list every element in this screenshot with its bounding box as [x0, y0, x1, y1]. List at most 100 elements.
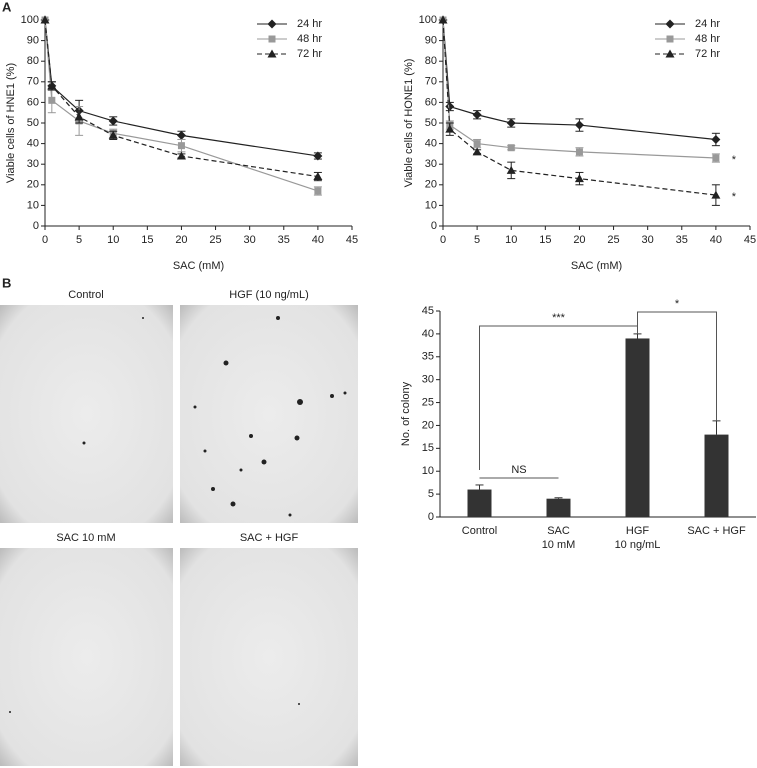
marker [108, 116, 118, 126]
marker [711, 190, 721, 199]
marker [40, 15, 50, 24]
legend-label: 72 hr [297, 48, 322, 60]
colony-image [0, 548, 173, 766]
bar [546, 498, 571, 517]
legend-label: 48 hr [695, 33, 720, 45]
x-tick-label: 35 [278, 234, 290, 246]
marker [176, 151, 186, 160]
legend-label: 24 hr [297, 18, 322, 30]
series-line [44, 19, 318, 157]
x-tick-label: 15 [539, 234, 551, 246]
legend-label: 24 hr [695, 18, 720, 30]
y-tick-label: 10 [27, 199, 39, 211]
x-tick-label: 10 [107, 234, 119, 246]
y-tick-label: 60 [425, 96, 437, 108]
panel-label: B [2, 275, 11, 290]
marker [472, 147, 482, 156]
marker [313, 172, 323, 181]
y-tick-label: 15 [422, 442, 434, 454]
bar [467, 489, 492, 517]
x-axis-label: SAC (mM) [571, 260, 622, 272]
x-tick-label: 0 [440, 234, 446, 246]
y-tick-label: 45 [422, 305, 434, 317]
marker [506, 118, 516, 128]
x-tick-label: 5 [76, 234, 82, 246]
colony-image [0, 305, 173, 523]
x-tick-label: 25 [607, 234, 619, 246]
annotation: * [732, 191, 737, 203]
colonies [9, 316, 347, 713]
marker [575, 148, 583, 156]
series-line [44, 19, 318, 178]
y-tick-label: 60 [27, 96, 39, 108]
x-tick-label: 15 [141, 234, 153, 246]
marker [507, 144, 515, 152]
y-tick-label: 30 [27, 158, 39, 170]
x-tick-label: 20 [175, 234, 187, 246]
series-line [442, 19, 716, 141]
image-caption: Control [68, 289, 103, 301]
x-tick-label: 30 [244, 234, 256, 246]
y-tick-label: 10 [425, 199, 437, 211]
legend-marker [267, 49, 277, 58]
marker [176, 130, 186, 140]
series-line [44, 19, 319, 192]
y-tick-label: 30 [422, 374, 434, 386]
y-tick-label: 40 [27, 138, 39, 150]
annotation: *** [552, 312, 566, 324]
y-tick-label: 100 [21, 14, 39, 26]
marker [445, 124, 455, 133]
annotation: NS [511, 464, 526, 476]
x-tick-label: SAC + HGF [687, 525, 746, 537]
marker [574, 120, 584, 130]
y-tick-label: 70 [425, 76, 437, 88]
y-tick-label: 0 [33, 220, 39, 232]
marker [74, 112, 84, 121]
y-tick-label: 70 [27, 76, 39, 88]
y-tick-label: 100 [419, 14, 437, 26]
y-tick-label: 40 [422, 328, 434, 340]
y-tick-label: 50 [27, 117, 39, 129]
y-tick-label: 0 [431, 220, 437, 232]
significance-bracket [479, 325, 638, 470]
marker [47, 81, 57, 90]
x-tick-label: 30 [642, 234, 654, 246]
marker [473, 140, 481, 148]
x-tick-label: 5 [474, 234, 480, 246]
y-tick-label: 20 [27, 179, 39, 191]
image-caption: HGF (10 ng/mL) [229, 289, 308, 301]
x-axis-label: SAC (mM) [173, 260, 224, 272]
y-tick-label: 20 [425, 179, 437, 191]
y-tick-label: 25 [422, 396, 434, 408]
legend-label: 48 hr [297, 33, 322, 45]
y-tick-label: 35 [422, 351, 434, 363]
marker [108, 130, 118, 139]
marker [177, 142, 185, 150]
y-tick-label: 80 [425, 55, 437, 67]
y-tick-label: 10 [422, 465, 434, 477]
legend-marker [665, 19, 675, 29]
y-tick-label: 20 [422, 419, 434, 431]
x-tick-label: 45 [744, 234, 756, 246]
x-tick-label: HGF [626, 525, 650, 537]
y-tick-label: 50 [425, 117, 437, 129]
x-tick-label: SAC [547, 525, 570, 537]
annotation: * [732, 154, 737, 166]
series-line [442, 19, 716, 196]
x-tick-label: 25 [209, 234, 221, 246]
marker [313, 151, 323, 161]
y-tick-label: 30 [425, 158, 437, 170]
marker [506, 165, 516, 174]
annotation: * [675, 298, 680, 310]
y-axis-label: Viable cells of HONE1 (%) [403, 59, 415, 188]
marker [314, 187, 322, 195]
y-tick-label: 90 [27, 35, 39, 47]
y-tick-label: 0 [428, 511, 434, 523]
colony-image [180, 548, 358, 766]
legend-marker [267, 19, 277, 29]
legend-marker [666, 35, 674, 43]
legend-marker [665, 49, 675, 58]
x-tick-label: 45 [346, 234, 358, 246]
y-tick-label: 40 [425, 138, 437, 150]
